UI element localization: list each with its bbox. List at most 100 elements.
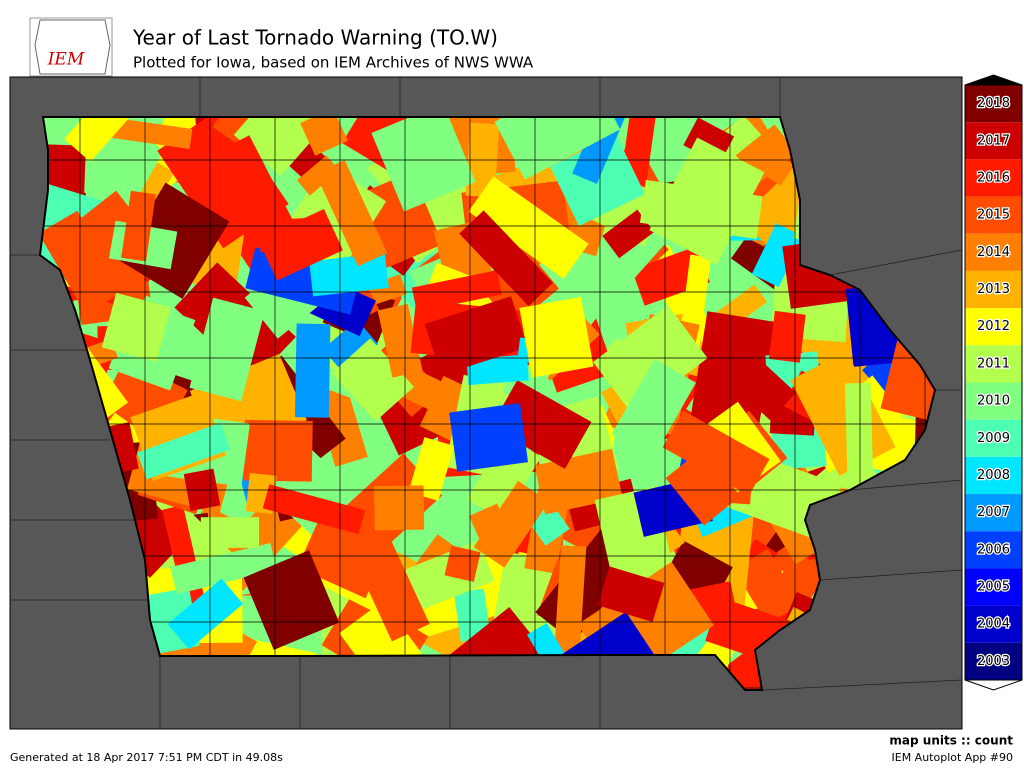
legend-swatch bbox=[965, 605, 1022, 643]
legend-label: 2014 bbox=[977, 245, 1010, 260]
legend-label: 2013 bbox=[977, 282, 1010, 297]
warning-area bbox=[468, 176, 589, 279]
logo-frame bbox=[29, 17, 113, 77]
warning-polygons bbox=[40, 117, 935, 690]
warning-area bbox=[331, 338, 414, 422]
legend-label: 2017 bbox=[977, 133, 1010, 148]
warning-area bbox=[309, 252, 389, 297]
warning-area bbox=[844, 382, 874, 489]
warning-area bbox=[243, 419, 313, 482]
subtitle: Plotted for Iowa, based on IEM Archives … bbox=[133, 54, 534, 72]
warning-area bbox=[200, 517, 260, 548]
warning-area bbox=[730, 355, 796, 421]
warning-area bbox=[294, 323, 331, 418]
warning-area bbox=[424, 296, 528, 376]
generated: Generated at 18 Apr 2017 7:51 PM CDT in … bbox=[10, 751, 283, 764]
warning-area bbox=[371, 117, 476, 212]
warning-area bbox=[137, 422, 231, 480]
units: map units :: count bbox=[889, 734, 1013, 748]
warning-area bbox=[466, 354, 529, 386]
warning-area bbox=[189, 297, 265, 402]
legend-label: 2004 bbox=[977, 617, 1010, 632]
legend-label: 2007 bbox=[977, 505, 1010, 520]
warning-area bbox=[101, 292, 171, 362]
legend-swatch bbox=[965, 122, 1022, 160]
colorbar-top bbox=[964, 74, 1023, 86]
warning-area bbox=[233, 117, 349, 176]
warning-area bbox=[449, 403, 529, 472]
legend-label: 2003 bbox=[977, 654, 1010, 669]
warning-area bbox=[40, 210, 125, 314]
legend-label: 2018 bbox=[977, 96, 1010, 111]
legend-swatch bbox=[965, 308, 1022, 346]
warning-area bbox=[300, 117, 348, 156]
warning-area bbox=[444, 545, 481, 582]
title: Year of Last Tornado Warning (TO.W) bbox=[132, 26, 498, 50]
warning-area bbox=[473, 480, 549, 568]
warning-area bbox=[534, 448, 623, 515]
neighbor-line bbox=[761, 679, 963, 691]
legend-label: 2006 bbox=[977, 542, 1010, 557]
logo: IEM bbox=[29, 17, 113, 77]
neighbor-line bbox=[849, 479, 963, 491]
warning-area bbox=[212, 117, 267, 148]
legend-label: 2011 bbox=[977, 356, 1010, 371]
legend-swatch bbox=[965, 233, 1022, 271]
legend-label: 2005 bbox=[977, 580, 1010, 595]
warning-area bbox=[453, 588, 491, 642]
legend-label: 2008 bbox=[977, 468, 1010, 483]
legend-swatch bbox=[965, 270, 1022, 309]
warning-area bbox=[639, 180, 763, 239]
legend-label: 2012 bbox=[977, 319, 1010, 334]
legend-swatch bbox=[965, 345, 1022, 383]
warning-area bbox=[243, 550, 340, 650]
legend-swatch bbox=[965, 494, 1022, 532]
warning-area bbox=[490, 380, 592, 469]
warning-area bbox=[733, 548, 802, 625]
legend-label: 2009 bbox=[977, 431, 1010, 446]
warning-area bbox=[64, 117, 136, 162]
legend-swatch bbox=[965, 382, 1022, 420]
warning-area bbox=[258, 208, 344, 281]
warning-area bbox=[353, 540, 430, 642]
logo-state bbox=[34, 19, 111, 75]
warning-area bbox=[322, 319, 379, 374]
logo-text: IEM bbox=[47, 50, 85, 70]
legend-swatch bbox=[965, 419, 1022, 457]
warning-area bbox=[494, 117, 621, 180]
warning-area bbox=[374, 485, 425, 531]
iowa-counties bbox=[40, 117, 935, 690]
legend-swatch bbox=[965, 531, 1022, 569]
neighbor-counties bbox=[10, 77, 963, 729]
warning-area bbox=[768, 310, 806, 363]
legend-swatch bbox=[965, 456, 1022, 495]
warning-area bbox=[218, 135, 298, 247]
warning-area bbox=[752, 146, 795, 186]
legend-label: 2010 bbox=[977, 394, 1010, 409]
warning-area bbox=[459, 210, 553, 307]
colorbar-frame bbox=[964, 84, 1023, 681]
legend-swatch bbox=[965, 85, 1022, 123]
app-id: IEM Autoplot App #90 bbox=[892, 751, 1014, 764]
warning-area bbox=[315, 160, 388, 267]
warning-area bbox=[553, 545, 587, 664]
warning-area bbox=[597, 566, 665, 622]
warning-area bbox=[751, 223, 804, 288]
colorbar: 2018 2017 2016 2015 2014 2013 2012 2011 2010 2009… bbox=[964, 74, 1023, 691]
warning-area bbox=[592, 305, 708, 415]
legend-swatch bbox=[965, 196, 1022, 234]
warning-area bbox=[377, 303, 423, 378]
warning-area bbox=[167, 578, 244, 650]
warning-area bbox=[262, 484, 366, 535]
colorbar-bottom bbox=[964, 679, 1023, 691]
legend-swatch bbox=[965, 642, 1022, 680]
warning-area bbox=[519, 296, 594, 378]
warning-area bbox=[408, 437, 455, 501]
warning-area bbox=[611, 359, 696, 458]
legend-label: 2016 bbox=[977, 170, 1010, 185]
neighbor-line bbox=[819, 569, 963, 581]
legend-swatch bbox=[965, 159, 1022, 197]
warning-area bbox=[662, 410, 770, 496]
